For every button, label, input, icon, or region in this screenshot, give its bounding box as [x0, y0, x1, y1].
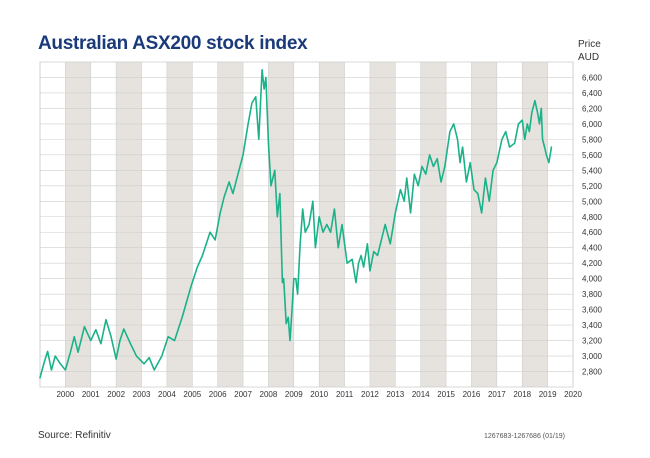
y-axis-unit-line1: Price: [578, 39, 601, 50]
x-tick-label: 2015: [437, 390, 455, 399]
y-axis-unit-line2: AUD: [578, 52, 600, 63]
y-tick-label: 6,200: [582, 104, 603, 113]
year-band-2000: [65, 62, 91, 387]
y-tick-label: 5,600: [582, 151, 603, 160]
x-tick-label: 2004: [158, 390, 176, 399]
x-tick-label: 2007: [234, 390, 252, 399]
y-tick-label: 4,400: [582, 244, 603, 253]
chart-title: Australian ASX200 stock index: [38, 33, 308, 54]
x-tick-label: 2019: [539, 390, 557, 399]
x-tick-label: 2016: [463, 390, 481, 399]
y-tick-label: 4,200: [582, 259, 603, 268]
x-tick-label: 2006: [209, 390, 227, 399]
x-tick-label: 2012: [361, 390, 379, 399]
y-tick-label: 5,000: [582, 197, 603, 206]
y-tick-label: 6,600: [582, 73, 603, 82]
y-tick-label: 3,600: [582, 306, 603, 315]
x-tick-label: 2013: [386, 390, 404, 399]
year-band-2016: [471, 62, 497, 387]
y-tick-label: 4,800: [582, 213, 603, 222]
x-tick-label: 2014: [412, 390, 430, 399]
y-tick-label: 5,400: [582, 166, 603, 175]
y-tick-label: 5,800: [582, 135, 603, 144]
x-tick-label: 2002: [107, 390, 125, 399]
y-tick-label: 3,400: [582, 321, 603, 330]
y-axis-tick-labels: 2,800 3,000 3,200 3,400 3,600 3,800 4,000 4,200…: [582, 73, 603, 376]
x-tick-label: 2001: [82, 390, 100, 399]
series-group: [39, 68, 553, 379]
year-band-2012: [369, 62, 396, 387]
x-tick-label: 2009: [285, 390, 303, 399]
year-band-2004: [166, 62, 193, 387]
x-tick-label: 2018: [513, 390, 531, 399]
plot-frame: [39, 61, 574, 388]
x-tick-label: 2003: [133, 390, 151, 399]
x-tick-label: 2017: [488, 390, 506, 399]
y-axis-unit-label: Price AUD: [578, 38, 601, 64]
x-tick-label: 2010: [310, 390, 328, 399]
x-axis-tick-labels: 2000 2001 2002 2003 2004 2005 2006 2007 2008 2009…: [56, 390, 582, 399]
year-band-2002: [116, 62, 142, 387]
y-tick-label: 3,200: [582, 337, 603, 346]
x-tick-label: 2008: [260, 390, 278, 399]
y-tick-label: 2,800: [582, 368, 603, 377]
reference-code: 1267683-1267686 (01/19): [484, 433, 565, 440]
y-tick-label: 3,800: [582, 290, 603, 299]
y-tick-label: 4,000: [582, 275, 603, 284]
year-band-2014: [420, 62, 447, 387]
series-line-asx200: [39, 68, 553, 379]
y-tick-label: 4,600: [582, 228, 603, 237]
x-tick-label: 2005: [183, 390, 201, 399]
y-tick-label: 5,200: [582, 182, 603, 191]
grid-lines: [39, 62, 574, 387]
y-tick-label: 3,000: [582, 352, 603, 361]
year-bands: [65, 62, 548, 387]
x-tick-label: 2011: [336, 390, 354, 399]
year-band-2018: [522, 62, 548, 387]
x-tick-label: 2020: [564, 390, 582, 399]
year-band-2006: [217, 62, 244, 387]
source-note: Source: Refinitiv: [38, 430, 111, 441]
y-tick-label: 6,400: [582, 89, 603, 98]
x-tick-label: 2000: [56, 390, 74, 399]
y-tick-label: 6,000: [582, 120, 603, 129]
